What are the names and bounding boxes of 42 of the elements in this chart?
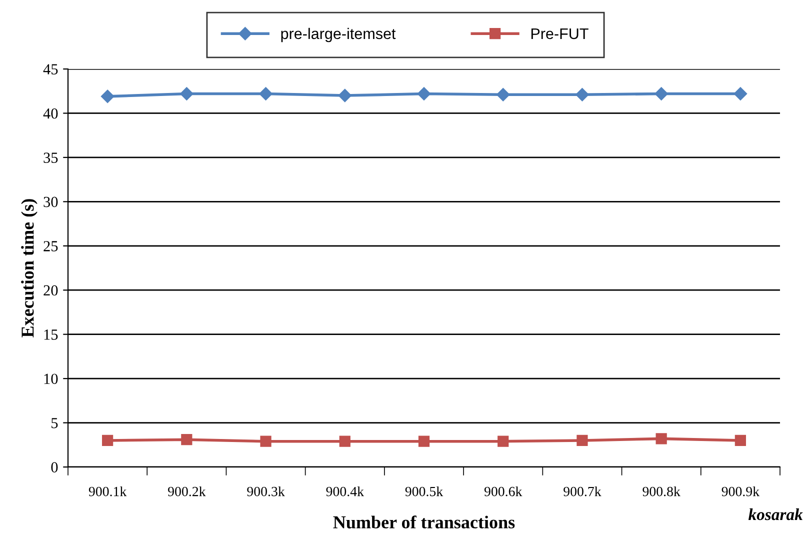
point bbox=[496, 88, 510, 102]
x-tick-label: 900.7k bbox=[564, 486, 602, 496]
point bbox=[418, 436, 430, 447]
point bbox=[498, 436, 509, 447]
y-tick-label: 20 bbox=[44, 285, 58, 296]
y-tick-label: 30 bbox=[44, 196, 58, 208]
point bbox=[338, 88, 352, 102]
point bbox=[576, 88, 589, 102]
point bbox=[102, 434, 114, 446]
y-tick-label: 15 bbox=[44, 330, 58, 340]
point bbox=[417, 87, 431, 100]
point bbox=[734, 87, 748, 100]
x-tick-label: 900.8k bbox=[642, 486, 680, 496]
point bbox=[181, 434, 192, 446]
x-tick-label: 900.4k bbox=[326, 486, 364, 496]
y-tick-label: 45 bbox=[43, 64, 58, 74]
text: kosarak bbox=[748, 508, 803, 520]
y-tick-label: 0 bbox=[51, 462, 58, 472]
point bbox=[339, 436, 350, 447]
point bbox=[259, 87, 272, 100]
x-tick-label: 900.5k bbox=[405, 486, 444, 496]
point bbox=[100, 90, 114, 104]
y-axis-title: Execution time (s) bbox=[21, 199, 38, 338]
point bbox=[180, 87, 194, 100]
legend-label: pre-large-itemset bbox=[281, 28, 396, 42]
point bbox=[260, 436, 272, 447]
y-tick-label: 5 bbox=[52, 418, 58, 428]
point bbox=[654, 87, 668, 100]
x-tick-label: 900.9k bbox=[722, 486, 760, 496]
x-axis-title: Number of transactions bbox=[333, 516, 515, 528]
point bbox=[734, 434, 746, 446]
legend-label: Pre-FUT bbox=[531, 28, 588, 40]
y-tick-label: 10 bbox=[44, 374, 58, 384]
y-tick-label: 25 bbox=[44, 241, 58, 252]
point bbox=[656, 433, 667, 444]
x-tick-label: 900.2k bbox=[168, 486, 206, 496]
x-tick-label: 900.1k bbox=[88, 486, 127, 496]
x-tick-label: 900.3k bbox=[247, 486, 285, 496]
y-tick-label: 35 bbox=[44, 152, 58, 163]
point bbox=[576, 434, 588, 446]
y-tick-label: 40 bbox=[43, 108, 58, 119]
x-tick-label: 900.6k bbox=[484, 486, 522, 496]
